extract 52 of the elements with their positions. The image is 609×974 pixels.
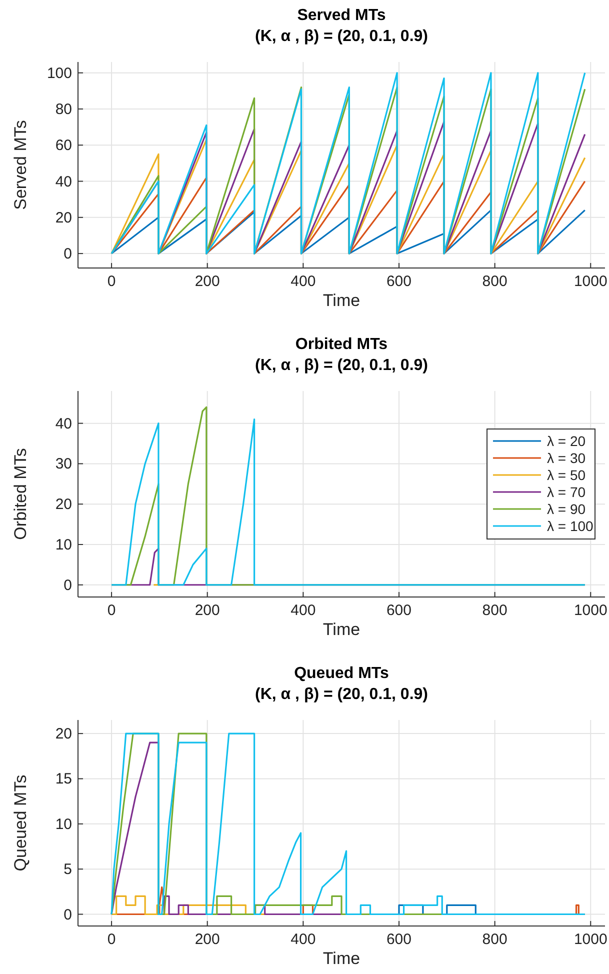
x-axis-title: Time bbox=[322, 291, 360, 310]
legend-label: λ = 30 bbox=[547, 450, 586, 466]
y-tick-label: 5 bbox=[64, 861, 72, 878]
chart-title: Orbited MTs bbox=[295, 336, 388, 353]
y-tick-label: 60 bbox=[55, 137, 72, 154]
y-tick-label: 30 bbox=[55, 456, 72, 473]
y-axis-title: Orbited MTs bbox=[11, 448, 30, 540]
y-tick-label: 0 bbox=[64, 906, 72, 924]
chart-subtitle: (K, α , β) = (20, 0.1, 0.9) bbox=[255, 357, 428, 374]
y-tick-label: 100 bbox=[46, 64, 72, 82]
x-axis-title: Time bbox=[322, 620, 360, 639]
chart-subtitle: (K, α , β) = (20, 0.1, 0.9) bbox=[255, 28, 428, 45]
x-tick-label: 200 bbox=[194, 602, 220, 619]
y-tick-label: 10 bbox=[55, 536, 72, 554]
x-tick-label: 400 bbox=[290, 602, 316, 619]
legend-label: λ = 20 bbox=[547, 433, 586, 449]
legend-label: λ = 90 bbox=[547, 501, 586, 517]
x-axis-title: Time bbox=[322, 949, 360, 968]
y-tick-label: 10 bbox=[55, 816, 72, 833]
legend-label: λ = 70 bbox=[547, 484, 586, 500]
chart-subtitle: (K, α , β) = (20, 0.1, 0.9) bbox=[255, 686, 428, 703]
y-tick-label: 15 bbox=[55, 770, 72, 788]
x-tick-label: 0 bbox=[107, 931, 116, 948]
x-tick-label: 0 bbox=[107, 273, 116, 290]
y-tick-label: 20 bbox=[55, 726, 72, 743]
x-tick-label: 600 bbox=[386, 602, 412, 619]
legend-label: λ = 100 bbox=[547, 518, 594, 534]
x-tick-label: 800 bbox=[482, 602, 508, 619]
y-tick-label: 20 bbox=[55, 209, 72, 226]
x-tick-label: 1000 bbox=[574, 273, 608, 290]
x-tick-label: 200 bbox=[194, 931, 220, 948]
y-axis-title: Served MTs bbox=[11, 120, 30, 210]
x-tick-label: 0 bbox=[107, 602, 116, 619]
legend-label: λ = 50 bbox=[547, 467, 586, 483]
x-tick-label: 400 bbox=[290, 273, 316, 290]
x-tick-label: 800 bbox=[482, 273, 508, 290]
x-tick-label: 200 bbox=[194, 273, 220, 290]
y-tick-label: 0 bbox=[64, 246, 72, 263]
y-tick-label: 20 bbox=[55, 496, 72, 514]
x-tick-label: 1000 bbox=[574, 931, 608, 948]
x-tick-label: 400 bbox=[290, 931, 316, 948]
x-tick-label: 800 bbox=[482, 931, 508, 948]
x-tick-label: 1000 bbox=[574, 602, 608, 619]
y-tick-label: 40 bbox=[55, 415, 72, 432]
y-tick-label: 40 bbox=[55, 173, 72, 190]
x-tick-label: 600 bbox=[386, 931, 412, 948]
chart-title: Served MTs bbox=[297, 7, 386, 24]
y-tick-label: 0 bbox=[64, 576, 72, 594]
x-tick-label: 600 bbox=[386, 273, 412, 290]
chart-title: Queued MTs bbox=[294, 665, 390, 682]
y-axis-title: Queued MTs bbox=[11, 774, 30, 872]
y-tick-label: 80 bbox=[55, 100, 72, 118]
